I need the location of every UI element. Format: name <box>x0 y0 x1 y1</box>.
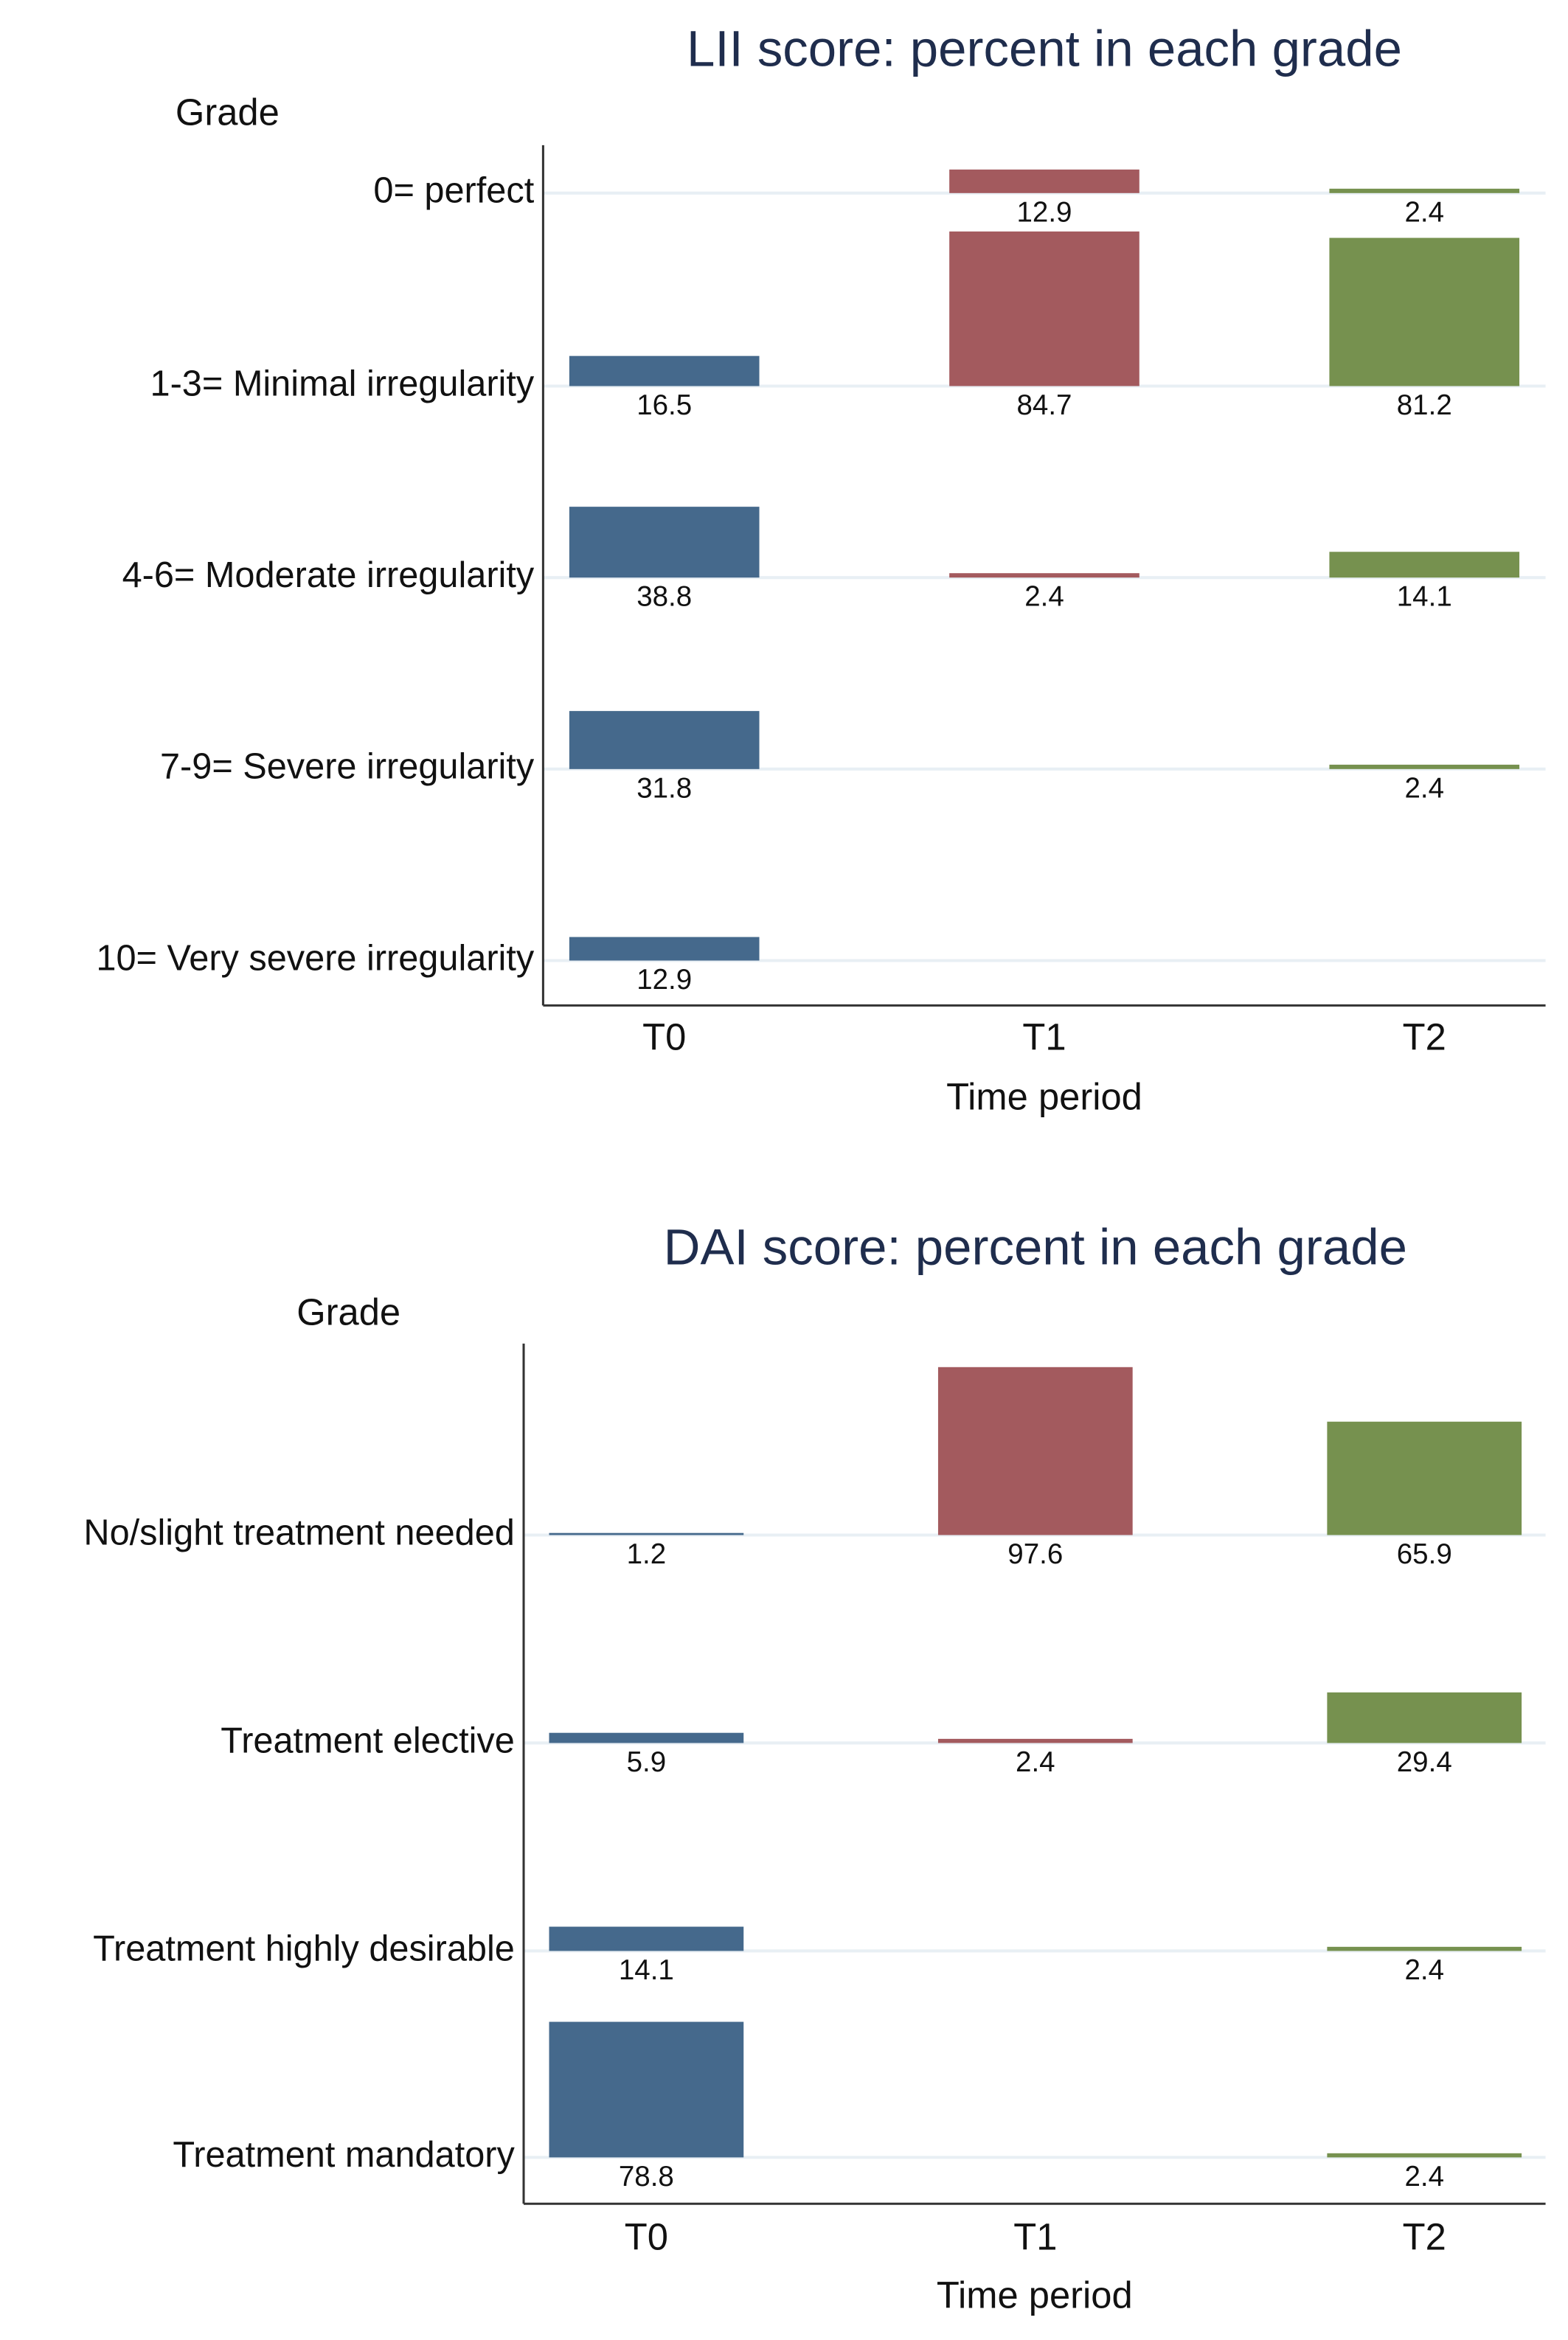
bar <box>569 507 760 578</box>
value-label: 2.4 <box>1404 1954 1444 1986</box>
value-label: 1.2 <box>627 1538 667 1570</box>
bar <box>569 711 760 769</box>
x-tick-label: T0 <box>642 1015 686 1058</box>
x-tick-label: T0 <box>625 2215 668 2257</box>
value-label: 2.4 <box>1016 1746 1055 1778</box>
value-label: 78.8 <box>619 2161 674 2193</box>
y-tick-label: Treatment elective <box>221 1721 515 1760</box>
bar <box>569 937 760 961</box>
bar <box>937 1367 1133 1535</box>
chart-title: DAI score: percent in each grade <box>664 1218 1407 1275</box>
y-axis-label: Grade <box>296 1291 400 1333</box>
y-tick-label: Treatment mandatory <box>173 2135 515 2175</box>
value-label: 16.5 <box>636 389 692 421</box>
y-tick-label: 7-9= Severe irregularity <box>160 747 535 787</box>
chart-title: LII score: percent in each grade <box>687 20 1402 77</box>
bar <box>937 1738 1133 1743</box>
bar <box>549 1532 744 1535</box>
bar <box>1327 2153 1522 2158</box>
y-tick-label: 0= perfect <box>373 171 534 211</box>
bar <box>569 355 760 386</box>
value-label: 2.4 <box>1024 581 1064 613</box>
value-label: 84.7 <box>1016 389 1072 421</box>
y-tick-label: Treatment highly desirable <box>93 1928 515 1968</box>
bar <box>949 231 1139 386</box>
value-label: 97.6 <box>1007 1538 1063 1570</box>
value-label: 38.8 <box>636 581 692 613</box>
x-tick-label: T2 <box>1403 1015 1446 1058</box>
bar <box>1329 552 1520 578</box>
value-label: 14.1 <box>619 1954 674 1986</box>
x-tick-label: T2 <box>1403 2215 1446 2257</box>
x-axis-label: Time period <box>937 2274 1133 2316</box>
bar <box>1329 764 1520 769</box>
x-tick-label: T1 <box>1013 2215 1057 2257</box>
y-tick-label: 10= Very severe irregularity <box>96 938 534 978</box>
value-label: 5.9 <box>627 1746 667 1778</box>
value-label: 65.9 <box>1397 1538 1452 1570</box>
bar <box>1327 1946 1522 1951</box>
value-label: 31.8 <box>636 772 692 804</box>
bar <box>1329 188 1520 193</box>
bar <box>549 1926 744 1951</box>
x-axis-label: Time period <box>946 1076 1142 1118</box>
y-tick-label: 1-3= Minimal irregularity <box>150 364 535 403</box>
value-label: 81.2 <box>1397 389 1452 421</box>
value-label: 12.9 <box>636 964 692 996</box>
bar <box>949 573 1139 578</box>
bar <box>949 169 1139 193</box>
bar <box>1327 1692 1522 1743</box>
bar <box>1329 237 1520 386</box>
bar <box>549 1732 744 1743</box>
value-label: 12.9 <box>1016 196 1072 228</box>
value-label: 2.4 <box>1404 196 1444 228</box>
bar <box>1327 1421 1522 1535</box>
y-tick-label: 4-6= Moderate irregularity <box>122 555 535 595</box>
y-tick-label: No/slight treatment needed <box>83 1513 514 1552</box>
y-axis-label: Grade <box>176 91 280 133</box>
bar <box>549 2021 744 2158</box>
value-label: 14.1 <box>1397 581 1452 613</box>
value-label: 2.4 <box>1404 772 1444 804</box>
x-tick-label: T1 <box>1022 1015 1066 1058</box>
value-label: 2.4 <box>1404 2161 1444 2193</box>
value-label: 29.4 <box>1397 1746 1452 1778</box>
